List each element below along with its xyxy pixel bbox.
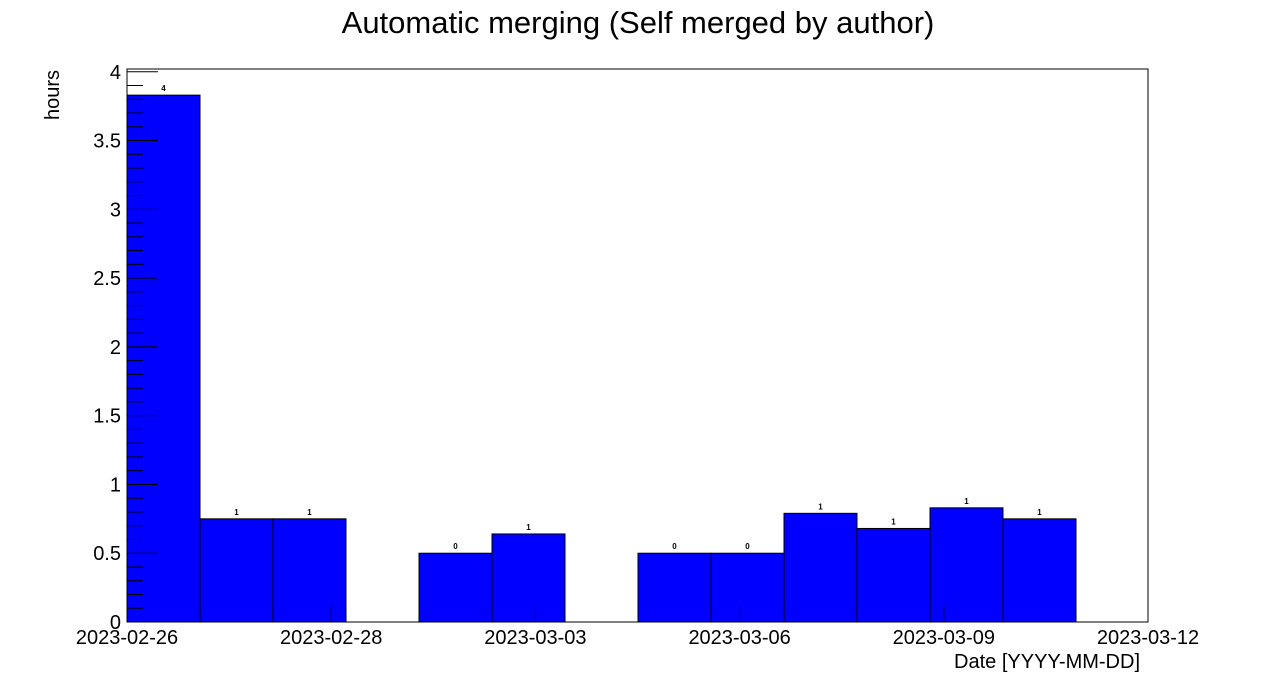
- bar-value-label: 0: [453, 542, 458, 551]
- bar: [710, 552, 785, 623]
- x-tick-label: 2023-03-06: [688, 627, 790, 649]
- bar-value-label: 4: [161, 84, 166, 93]
- bar-labels-layer: 4 1 1 0 1 0 0 1 1 1 1: [161, 84, 1042, 551]
- x-tick-label: 2023-03-12: [1097, 627, 1199, 649]
- x-tick-label: 2023-03-09: [893, 627, 995, 649]
- y-tick-label: 1: [110, 474, 121, 496]
- plot-frame: [126, 68, 1149, 623]
- bar-value-label: 0: [672, 542, 677, 551]
- y-tick-label: 2.5: [93, 268, 121, 290]
- bar-value-label: 1: [307, 508, 312, 517]
- x-axis: 2023-02-26 2023-02-28 2023-03-03 2023-03-06…: [76, 606, 1199, 649]
- bar-value-label: 1: [818, 502, 823, 511]
- bar-value-label: 1: [1037, 508, 1042, 517]
- y-axis: 0 0.5 1 1.5 2 2.5 3 3.5 4: [93, 62, 158, 634]
- x-axis-label: Date [YYYY-MM-DD]: [954, 651, 1140, 673]
- x-tick-label: 2023-02-26: [76, 627, 178, 649]
- bar: [1002, 518, 1077, 623]
- chart-title: Automatic merging (Self merged by author…: [342, 5, 935, 40]
- y-tick-label: 3.5: [93, 131, 121, 153]
- y-tick-label: 0: [110, 612, 121, 634]
- x-tick-label: 2023-03-03: [484, 627, 586, 649]
- bar-value-label: 1: [891, 517, 896, 526]
- bar: [418, 552, 493, 623]
- bar: [783, 512, 858, 623]
- x-tick-label: 2023-02-28: [280, 627, 382, 649]
- y-tick-label: 3: [110, 199, 121, 221]
- y-axis-label: hours: [42, 70, 64, 120]
- y-tick-label: 2: [110, 337, 121, 359]
- bar: [929, 507, 1004, 623]
- y-tick-label: 4: [110, 62, 121, 84]
- bar-value-label: 1: [234, 508, 239, 517]
- bar: [856, 527, 931, 623]
- bar: [491, 533, 566, 623]
- bar: [126, 94, 201, 623]
- bar: [637, 552, 712, 623]
- bar: [272, 518, 347, 623]
- bars-layer: [126, 94, 1077, 623]
- y-tick-label: 1.5: [93, 406, 121, 428]
- plot-border: [126, 68, 1149, 623]
- bar-value-label: 1: [964, 497, 969, 506]
- bar-value-label: 0: [745, 542, 750, 551]
- y-tick-label: 0.5: [93, 543, 121, 565]
- bar-value-label: 1: [526, 523, 531, 532]
- bar: [199, 518, 274, 623]
